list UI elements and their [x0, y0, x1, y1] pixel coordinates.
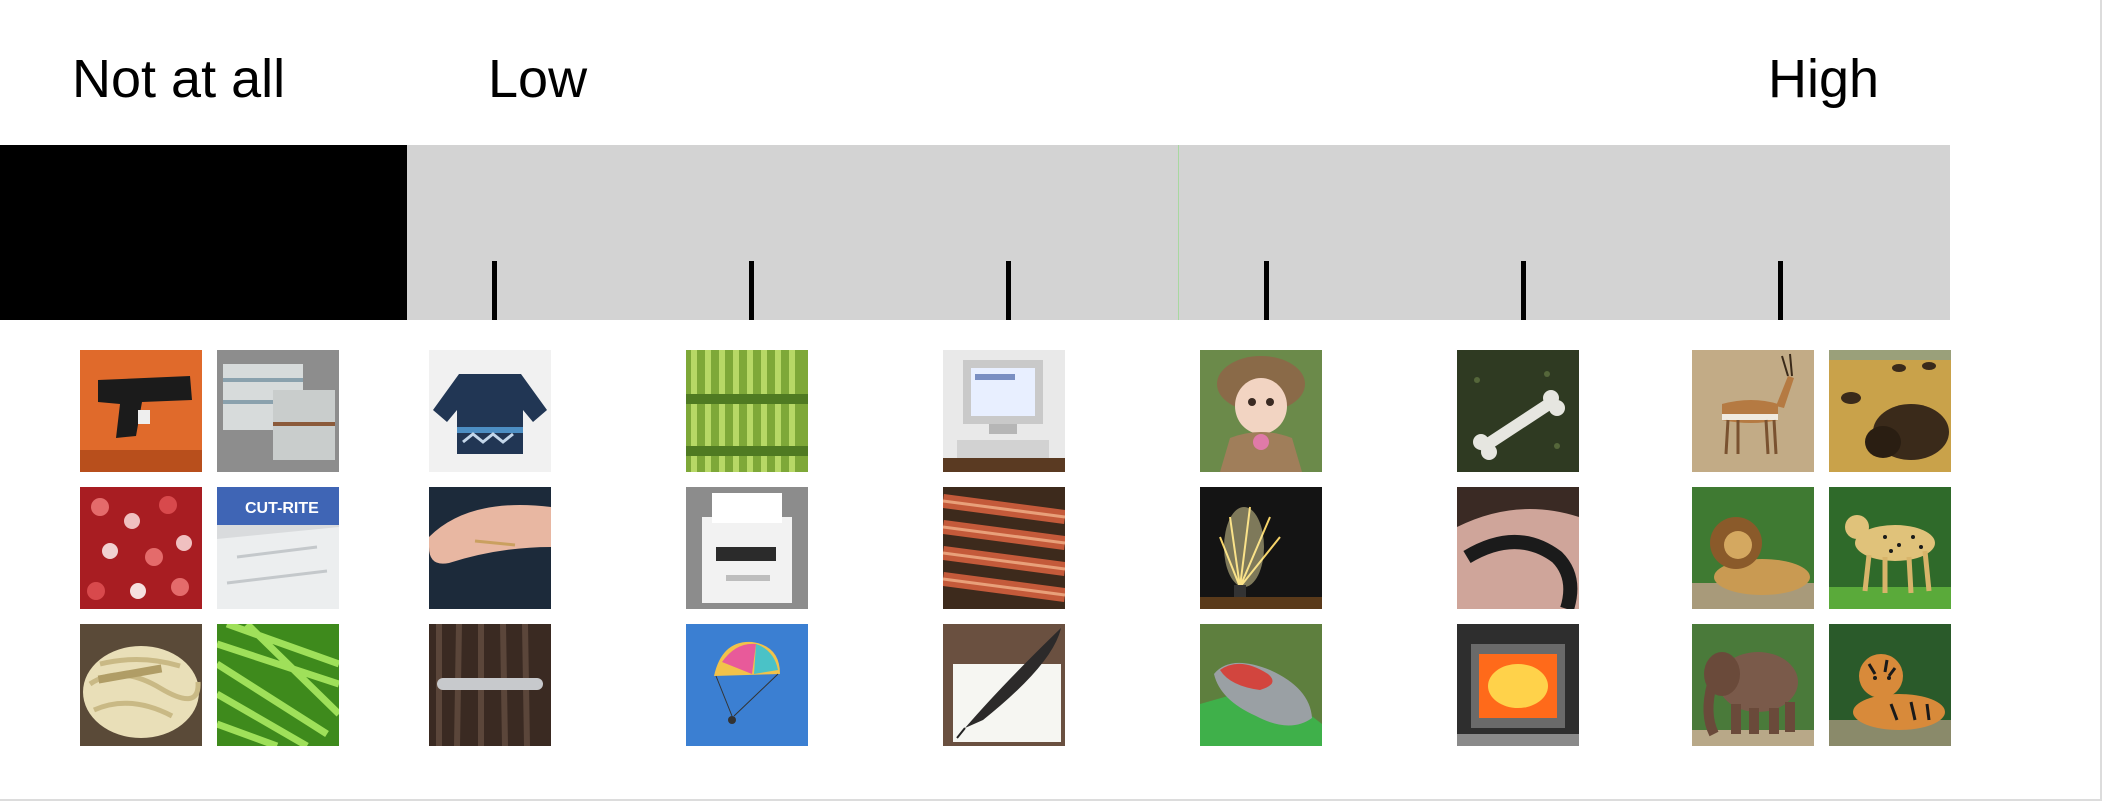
quill-pen-image	[943, 624, 1065, 746]
rating-scale-bar	[0, 145, 1950, 320]
scale-tick-1	[492, 261, 497, 320]
knit-sweater-image	[429, 350, 551, 472]
snake-on-arm-image	[1457, 487, 1579, 609]
scale-tick-6	[1778, 261, 1783, 320]
scale-tick-2	[749, 261, 754, 320]
bacon-image	[943, 487, 1065, 609]
furnace-fire-image	[1457, 624, 1579, 746]
lion-image	[1692, 487, 1814, 609]
hair-barrette-image	[429, 624, 551, 746]
aluminum-foil-roll-image: CUT-RITE	[217, 487, 339, 609]
scale-tick-3	[1006, 261, 1011, 320]
splinter-in-finger-image	[429, 487, 551, 609]
computer-monitor-image	[943, 350, 1065, 472]
gazelle-image	[1692, 350, 1814, 472]
svg-text:CUT-RITE: CUT-RITE	[245, 500, 319, 517]
green-beans-image	[217, 624, 339, 746]
tiger-image	[1829, 624, 1951, 746]
not-at-all-segment	[0, 145, 407, 320]
asparagus-image	[686, 350, 808, 472]
printer-image	[686, 487, 808, 609]
scale-tick-4	[1264, 261, 1269, 320]
scale-midline	[1178, 145, 1179, 320]
label-not-at-all: Not at all	[72, 49, 286, 109]
handgun-image	[80, 350, 202, 472]
bison-image	[1829, 350, 1951, 472]
elephant-image	[1692, 624, 1814, 746]
parachute-image	[686, 624, 808, 746]
red-sequins-image	[80, 487, 202, 609]
firework-fountain-image	[1200, 487, 1322, 609]
sauerkraut-image	[80, 624, 202, 746]
folded-cloth-image	[217, 350, 339, 472]
bone-image	[1457, 350, 1579, 472]
cheetah-image	[1829, 487, 1951, 609]
sleeping-bag-image	[1200, 624, 1322, 746]
scale-tick-5	[1521, 261, 1526, 320]
doll-image	[1200, 350, 1322, 472]
label-low: Low	[488, 49, 588, 109]
label-high: High	[1768, 49, 1880, 109]
